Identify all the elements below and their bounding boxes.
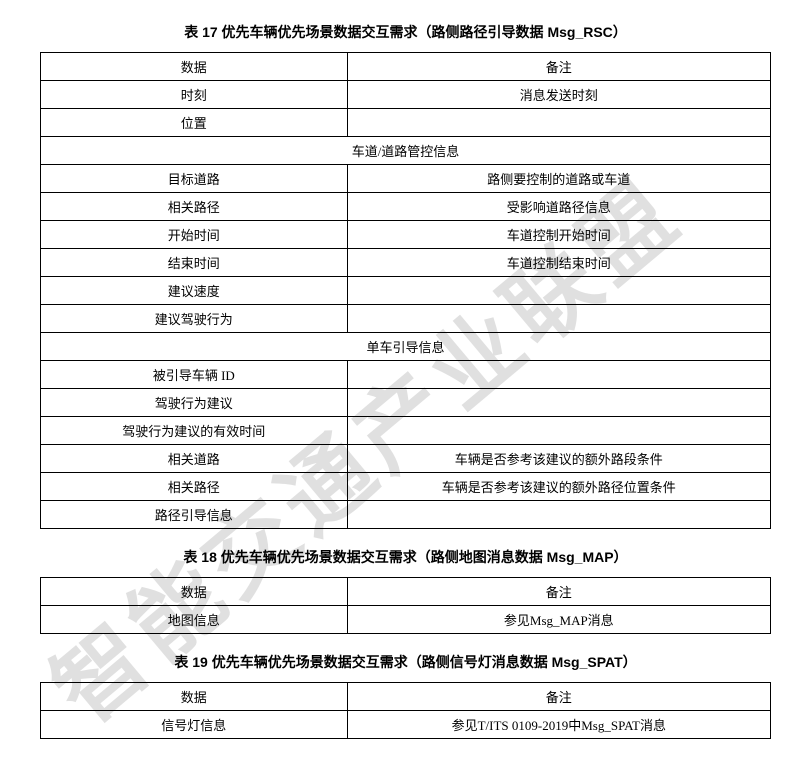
cell — [347, 305, 770, 333]
table-row: 建议速度 — [41, 277, 771, 305]
cell: 相关道路 — [41, 445, 348, 473]
cell: 结束时间 — [41, 249, 348, 277]
cell — [347, 277, 770, 305]
cell — [347, 417, 770, 445]
cell: 车道控制结束时间 — [347, 249, 770, 277]
table-row: 时刻 消息发送时刻 — [41, 81, 771, 109]
table17-title: 表 17 优先车辆优先场景数据交互需求（路侧路径引导数据 Msg_RSC） — [40, 22, 771, 42]
cell: 受影响道路径信息 — [347, 193, 770, 221]
cell: 驾驶行为建议的有效时间 — [41, 417, 348, 445]
table-row: 驾驶行为建议 — [41, 389, 771, 417]
table-row: 相关道路 车辆是否参考该建议的额外路段条件 — [41, 445, 771, 473]
cell: 开始时间 — [41, 221, 348, 249]
cell — [347, 109, 770, 137]
cell: 驾驶行为建议 — [41, 389, 348, 417]
header-col2: 备注 — [347, 578, 770, 606]
cell: 目标道路 — [41, 165, 348, 193]
cell — [347, 361, 770, 389]
cell: 消息发送时刻 — [347, 81, 770, 109]
table-row: 被引导车辆 ID — [41, 361, 771, 389]
cell: 时刻 — [41, 81, 348, 109]
table-row: 开始时间 车道控制开始时间 — [41, 221, 771, 249]
table19: 数据 备注 信号灯信息 参见T/ITS 0109-2019中Msg_SPAT消息 — [40, 682, 771, 739]
table18-section: 表 18 优先车辆优先场景数据交互需求（路侧地图消息数据 Msg_MAP） 数据… — [40, 547, 771, 634]
table-row: 建议驾驶行为 — [41, 305, 771, 333]
table-row: 驾驶行为建议的有效时间 — [41, 417, 771, 445]
table-row: 数据 备注 — [41, 683, 771, 711]
table-row: 相关路径 受影响道路径信息 — [41, 193, 771, 221]
header-col1: 数据 — [41, 578, 348, 606]
header-col2: 备注 — [347, 683, 770, 711]
section-header: 单车引导信息 — [41, 333, 771, 361]
table17: 数据 备注 时刻 消息发送时刻 位置 车道/道路管控信息 目标道路 路侧要控制的… — [40, 52, 771, 529]
table19-title: 表 19 优先车辆优先场景数据交互需求（路侧信号灯消息数据 Msg_SPAT） — [40, 652, 771, 672]
cell: 车辆是否参考该建议的额外路段条件 — [347, 445, 770, 473]
table-row: 相关路径 车辆是否参考该建议的额外路径位置条件 — [41, 473, 771, 501]
cell: 被引导车辆 ID — [41, 361, 348, 389]
cell: 建议速度 — [41, 277, 348, 305]
header-col2: 备注 — [347, 53, 770, 81]
table-row: 位置 — [41, 109, 771, 137]
cell: 参见T/ITS 0109-2019中Msg_SPAT消息 — [347, 711, 770, 739]
cell: 建议驾驶行为 — [41, 305, 348, 333]
table18: 数据 备注 地图信息 参见Msg_MAP消息 — [40, 577, 771, 634]
table-row: 数据 备注 — [41, 578, 771, 606]
header-col1: 数据 — [41, 683, 348, 711]
section-header: 车道/道路管控信息 — [41, 137, 771, 165]
cell: 相关路径 — [41, 473, 348, 501]
table19-section: 表 19 优先车辆优先场景数据交互需求（路侧信号灯消息数据 Msg_SPAT） … — [40, 652, 771, 739]
cell: 路侧要控制的道路或车道 — [347, 165, 770, 193]
cell: 地图信息 — [41, 606, 348, 634]
table-row: 结束时间 车道控制结束时间 — [41, 249, 771, 277]
cell: 车道控制开始时间 — [347, 221, 770, 249]
cell: 参见Msg_MAP消息 — [347, 606, 770, 634]
table-row: 数据 备注 — [41, 53, 771, 81]
cell: 车辆是否参考该建议的额外路径位置条件 — [347, 473, 770, 501]
cell: 位置 — [41, 109, 348, 137]
table18-title: 表 18 优先车辆优先场景数据交互需求（路侧地图消息数据 Msg_MAP） — [40, 547, 771, 567]
cell: 路径引导信息 — [41, 501, 348, 529]
table17-section: 表 17 优先车辆优先场景数据交互需求（路侧路径引导数据 Msg_RSC） 数据… — [40, 22, 771, 529]
cell: 相关路径 — [41, 193, 348, 221]
table-row: 目标道路 路侧要控制的道路或车道 — [41, 165, 771, 193]
table-row: 路径引导信息 — [41, 501, 771, 529]
cell — [347, 389, 770, 417]
cell — [347, 501, 770, 529]
header-col1: 数据 — [41, 53, 348, 81]
table-row: 单车引导信息 — [41, 333, 771, 361]
table-row: 信号灯信息 参见T/ITS 0109-2019中Msg_SPAT消息 — [41, 711, 771, 739]
cell: 信号灯信息 — [41, 711, 348, 739]
table-row: 地图信息 参见Msg_MAP消息 — [41, 606, 771, 634]
table-row: 车道/道路管控信息 — [41, 137, 771, 165]
